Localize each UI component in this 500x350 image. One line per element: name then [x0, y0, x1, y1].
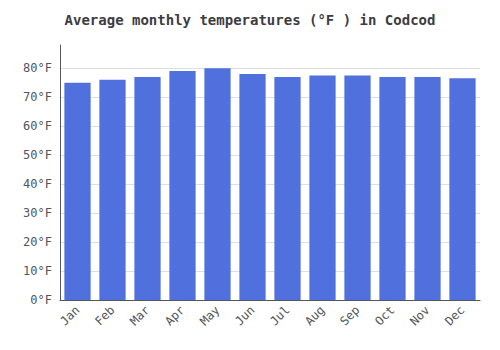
svg-text:Jul: Jul: [267, 303, 292, 328]
svg-text:Mar: Mar: [127, 303, 152, 328]
svg-text:Aug: Aug: [302, 303, 327, 328]
svg-text:Oct: Oct: [372, 303, 397, 328]
svg-text:Feb: Feb: [92, 303, 117, 328]
svg-text:Dec: Dec: [442, 303, 467, 328]
svg-text:30°F: 30°F: [23, 206, 52, 220]
svg-text:Average monthly temperatures (: Average monthly temperatures (°F ) in Co…: [65, 12, 436, 28]
svg-text:Sep: Sep: [337, 303, 362, 328]
svg-text:60°F: 60°F: [23, 119, 52, 133]
svg-text:Jun: Jun: [232, 303, 257, 328]
svg-text:May: May: [197, 303, 222, 328]
svg-text:20°F: 20°F: [23, 235, 52, 249]
svg-text:50°F: 50°F: [23, 148, 52, 162]
svg-text:0°F: 0°F: [30, 293, 52, 307]
svg-text:10°F: 10°F: [23, 264, 52, 278]
svg-text:Jan: Jan: [57, 303, 82, 328]
svg-text:Apr: Apr: [162, 303, 187, 328]
svg-text:Nov: Nov: [407, 303, 432, 328]
svg-text:80°F: 80°F: [23, 61, 52, 75]
svg-text:70°F: 70°F: [23, 90, 52, 104]
svg-text:40°F: 40°F: [23, 177, 52, 191]
